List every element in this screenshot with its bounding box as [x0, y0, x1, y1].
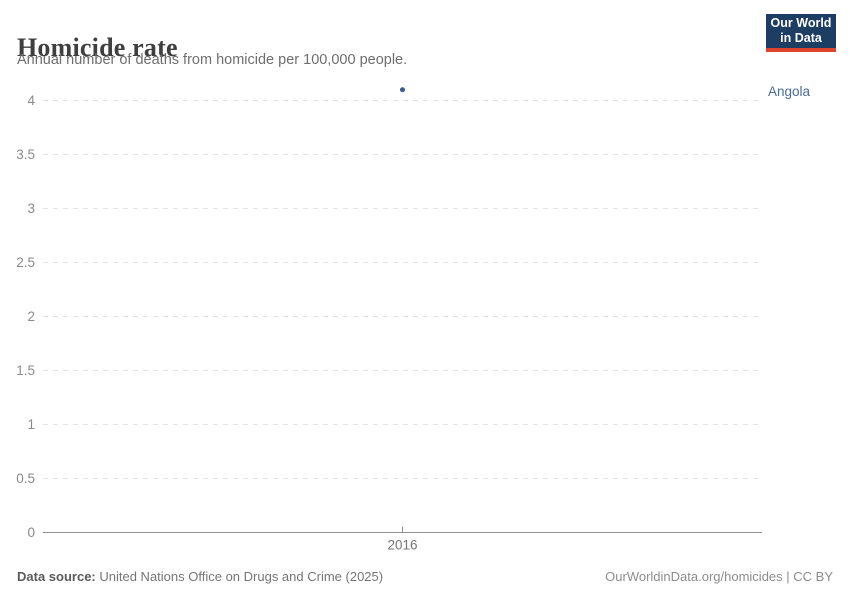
- y-tick-label: 0.5: [16, 471, 35, 486]
- series-entity-label: Angola: [768, 84, 811, 99]
- y-tick-label: 1: [27, 417, 35, 432]
- data-source-text: United Nations Office on Drugs and Crime…: [95, 569, 384, 584]
- citation-link[interactable]: OurWorldinData.org/homicides | CC BY: [605, 569, 833, 584]
- chart-subtitle: Annual number of deaths from homicide pe…: [17, 52, 408, 68]
- x-tick-label: 2016: [387, 538, 417, 553]
- y-tick-label: 0: [27, 525, 35, 540]
- y-tick-label: 3: [27, 201, 35, 216]
- owid-logo-line2: in Data: [780, 31, 822, 45]
- owid-logo[interactable]: Our World in Data: [766, 14, 836, 52]
- data-source-note: Data source: United Nations Office on Dr…: [17, 569, 383, 584]
- chart-title: Homicide rate: [17, 33, 178, 63]
- y-tick-label: 4: [27, 93, 35, 108]
- data-point: [400, 87, 405, 93]
- data-source-label: Data source:: [17, 569, 96, 584]
- y-tick-label: 2: [27, 309, 35, 324]
- owid-logo-line1: Our World: [770, 16, 832, 30]
- chart-footer: Data source: United Nations Office on Dr…: [17, 569, 833, 585]
- y-tick-label: 3.5: [16, 147, 35, 162]
- y-tick-label: 2.5: [16, 255, 35, 270]
- y-tick-label: 1.5: [16, 363, 35, 378]
